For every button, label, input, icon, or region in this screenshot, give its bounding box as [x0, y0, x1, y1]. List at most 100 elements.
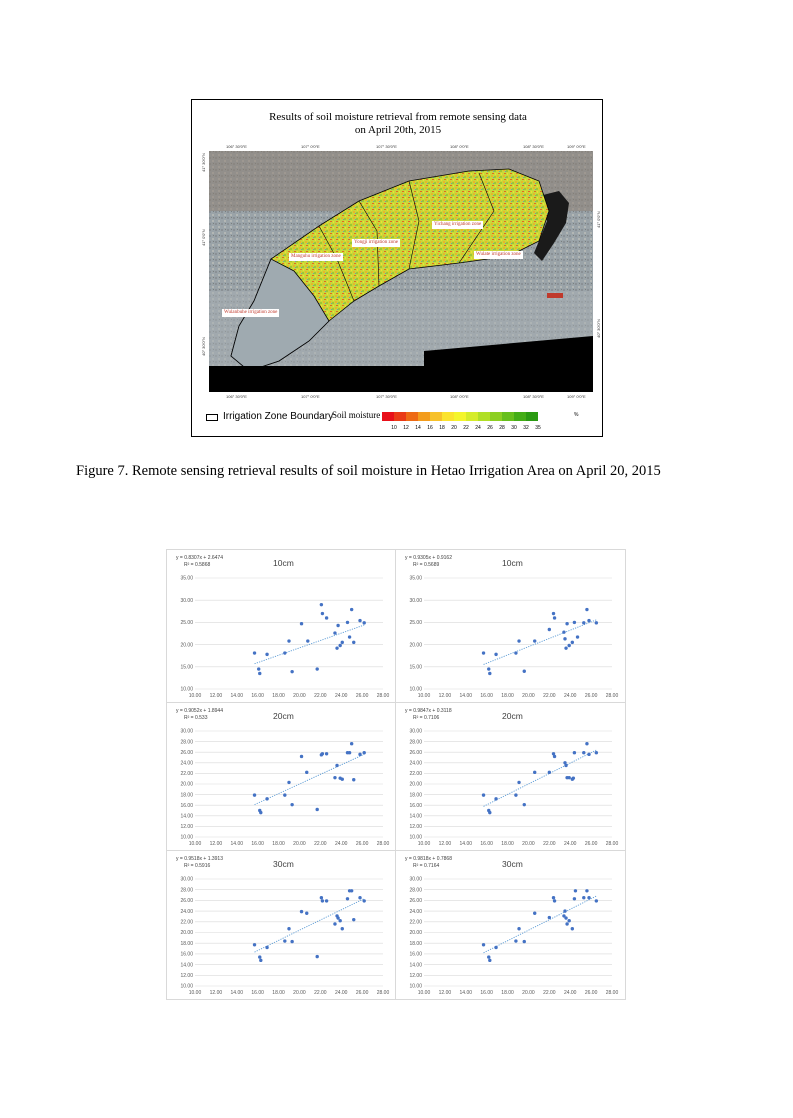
- data-point: [587, 896, 591, 900]
- x-tick-label: 10.00: [418, 693, 431, 699]
- data-point: [517, 927, 521, 931]
- r-squared-text: R² = 0.5916: [184, 863, 211, 869]
- data-point: [488, 810, 492, 815]
- data-point: [352, 640, 356, 645]
- data-point: [320, 752, 325, 756]
- top-longitude-label: 108° 0′0″E: [450, 144, 469, 149]
- data-point: [362, 751, 366, 755]
- x-tick-label: 22.00: [543, 693, 556, 699]
- trendline: [254, 898, 365, 953]
- data-point: [487, 667, 491, 671]
- x-tick-label: 22.00: [543, 841, 556, 847]
- bottom-longitude-label: 109° 0′0″E: [567, 394, 586, 399]
- r-squared-text: R² = 0.7106: [413, 715, 440, 721]
- regression-equation: y = 0.9518x + 1.3913 R² = 0.5916: [176, 856, 223, 870]
- legend-color-swatch: [382, 412, 394, 421]
- x-tick-label: 14.00: [460, 841, 473, 847]
- data-point: [358, 752, 362, 757]
- regression-equation: y = 0.9305x + 0.9162 R² = 0.5689: [405, 555, 452, 569]
- x-tick-label: 12.00: [210, 990, 223, 996]
- legend-color-swatch: [514, 412, 526, 421]
- top-longitude-label: 108° 30′0″E: [523, 144, 544, 149]
- data-point: [305, 770, 309, 775]
- trendline: [254, 753, 365, 806]
- scatter-plot-area: 10.00 12.00 14.00 16.00 18.00 20.00 22.00 24.00…: [409, 729, 618, 847]
- data-point: [338, 919, 342, 923]
- data-point: [352, 917, 356, 922]
- x-tick-label: 28.00: [377, 693, 390, 699]
- y-tick-label: 12.00: [409, 824, 422, 830]
- data-point: [333, 775, 337, 780]
- x-tick-label: 14.00: [231, 841, 244, 847]
- legend-value-label: 28: [499, 425, 505, 431]
- trendline: [483, 749, 597, 807]
- data-point: [562, 914, 566, 918]
- x-tick-label: 12.00: [439, 841, 452, 847]
- y-tick-label: 26.00: [180, 898, 193, 904]
- data-point: [564, 916, 568, 920]
- x-tick-label: 18.00: [501, 990, 514, 996]
- top-longitude-label: 109° 0′0″E: [567, 144, 586, 149]
- legend-value-label: 18: [439, 425, 445, 431]
- x-tick-label: 26.00: [585, 990, 598, 996]
- data-point: [517, 639, 521, 643]
- data-point: [567, 643, 571, 648]
- y-tick-label: 35.00: [180, 576, 193, 582]
- x-tick-label: 14.00: [460, 990, 473, 996]
- y-tick-label: 10.00: [180, 835, 193, 841]
- legend-color-swatch: [394, 412, 406, 421]
- data-point: [315, 954, 319, 959]
- y-tick-label: 10.00: [180, 984, 193, 990]
- legend-value-label: 20: [451, 425, 457, 431]
- left-latitude-label: 41° 30′0″N: [201, 153, 206, 172]
- r-squared-text: R² = 0.5868: [184, 562, 211, 568]
- x-tick-label: 28.00: [606, 693, 619, 699]
- data-point: [324, 899, 329, 903]
- irrigation-boundary-legend-symbol: [206, 414, 218, 421]
- scatter-chart-30cm-left: y = 0.9518x + 1.3913 R² = 0.5916 30cm 10.00…: [166, 850, 397, 1000]
- x-tick-label: 12.00: [439, 693, 452, 699]
- data-point: [306, 639, 310, 643]
- x-tick-label: 18.00: [501, 693, 514, 699]
- data-point: [494, 652, 498, 657]
- data-point: [315, 807, 319, 812]
- data-point: [319, 896, 324, 900]
- soil-moisture-unit: %: [574, 412, 579, 418]
- y-tick-label: 22.00: [409, 920, 422, 926]
- bottom-longitude-label: 108° 30′0″E: [523, 394, 544, 399]
- top-longitude-label: 106° 30′0″E: [226, 144, 247, 149]
- data-point: [352, 778, 356, 782]
- data-point: [299, 754, 304, 759]
- soil-moisture-color-scale: [382, 412, 538, 421]
- x-tick-label: 20.00: [293, 693, 306, 699]
- x-tick-label: 24.00: [564, 990, 577, 996]
- data-point: [562, 630, 566, 634]
- bottom-longitude-label: 107° 30′0″E: [376, 394, 397, 399]
- data-point: [565, 622, 569, 626]
- regression-equation: y = 0.9818x + 0.7868 R² = 0.7164: [405, 856, 452, 870]
- y-tick-label: 30.00: [409, 877, 422, 883]
- y-tick-label: 18.00: [409, 792, 422, 798]
- data-point: [514, 651, 518, 655]
- legend-value-label: 10: [391, 425, 397, 431]
- y-tick-label: 26.00: [409, 898, 422, 904]
- y-tick-label: 10.00: [180, 687, 193, 693]
- data-point: [335, 763, 339, 768]
- scatter-plot-area: 10.00 15.00 20.00 25.00 30.00 35.00 10.00 12.00…: [409, 576, 619, 699]
- y-tick-label: 28.00: [180, 739, 193, 745]
- y-tick-label: 12.00: [180, 973, 193, 979]
- legend-color-swatch: [454, 412, 466, 421]
- data-point: [567, 775, 571, 780]
- zone-label-wulanbuhe: Wulanbuhe irrigation zone: [222, 309, 280, 317]
- data-point: [572, 751, 577, 755]
- data-point: [487, 955, 491, 959]
- x-tick-label: 20.00: [522, 693, 535, 699]
- regression-equation: y = 0.9052x + 1.8944 R² = 0.533: [176, 708, 223, 722]
- equation-text: y = 0.9052x + 1.8944: [176, 708, 223, 714]
- map-black-corner-bottom-right: [424, 336, 593, 392]
- x-tick-label: 28.00: [377, 841, 390, 847]
- depth-label: 10cm: [502, 558, 523, 568]
- data-point: [265, 652, 269, 657]
- data-point: [259, 958, 263, 963]
- x-tick-label: 18.00: [272, 990, 285, 996]
